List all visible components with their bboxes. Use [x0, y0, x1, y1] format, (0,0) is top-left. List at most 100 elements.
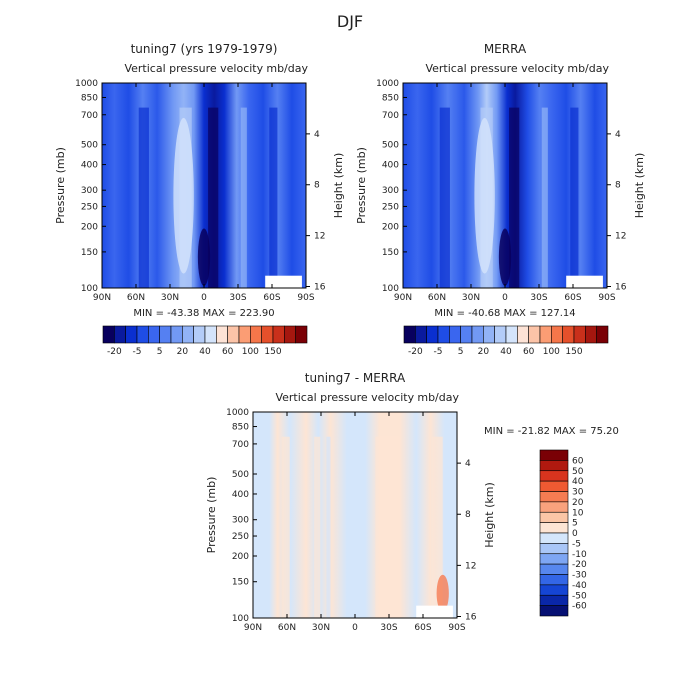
page-title: DJF — [337, 12, 363, 31]
x-tick-label: 30S — [530, 293, 547, 303]
colorbar-swatch — [539, 532, 569, 544]
y2-tick-label: 4 — [314, 130, 320, 140]
heatmap-blob — [498, 228, 512, 286]
colorbar-swatch — [539, 460, 569, 472]
colorbar-label: 40 — [199, 347, 211, 357]
panel-units: mb/day — [417, 391, 459, 404]
panel-panel_diff: tuning7 - MERRA Vertical pressure velocit… — [205, 371, 619, 633]
colorbar-swatch — [216, 325, 228, 344]
colorbar-swatch — [539, 511, 569, 523]
colorbar-swatch — [193, 325, 206, 344]
colorbar-swatch — [551, 325, 563, 344]
y-tick-label: 150 — [81, 248, 98, 258]
colorbar-label: -5 — [434, 347, 443, 357]
y-tick-label: 400 — [382, 161, 399, 171]
y2-tick-label: 16 — [465, 612, 477, 622]
heatmap-band — [439, 107, 450, 288]
colorbar-label: -20 — [107, 347, 122, 357]
y-tick-label: 250 — [81, 202, 98, 212]
colorbar-swatch — [437, 325, 450, 344]
colorbar-label: 20 — [572, 498, 584, 508]
y-tick-label: 100 — [232, 614, 249, 624]
colorbar-label: 5 — [157, 347, 163, 357]
y-tick-label: 150 — [382, 248, 399, 258]
x-tick-label: 60S — [414, 623, 431, 633]
colorbar-swatch — [471, 325, 484, 344]
colorbar-label: 40 — [572, 477, 584, 487]
panel-title: MERRA — [484, 42, 527, 56]
x-tick-label: 90S — [448, 623, 465, 633]
colorbar-label: 60 — [523, 347, 535, 357]
missing-data-patch — [416, 605, 453, 618]
colorbar-swatch — [539, 449, 569, 461]
colorbar-label: 0 — [572, 529, 578, 539]
colorbar-label: -30 — [572, 571, 587, 581]
y-tick-label: 1000 — [75, 79, 98, 89]
y-tick-label: 400 — [232, 490, 249, 500]
x-tick-label: 60N — [278, 623, 296, 633]
colorbar-swatch — [596, 325, 609, 344]
y2-tick-label: 8 — [314, 181, 320, 191]
y2-tick-label: 12 — [314, 232, 325, 242]
panel-subtitle: Vertical pressure velocity — [275, 391, 414, 404]
colorbar-swatch — [403, 325, 416, 344]
colorbar-label: 60 — [222, 347, 234, 357]
missing-data-patch — [265, 275, 302, 288]
colorbar-swatch — [238, 325, 251, 344]
colorbar-label: 20 — [177, 347, 189, 357]
colorbar-swatch — [539, 574, 569, 586]
y-tick-label: 300 — [232, 516, 249, 526]
x-tick-label: 0 — [502, 293, 508, 303]
colorbar-label: 150 — [565, 347, 582, 357]
colorbar-swatch — [261, 325, 274, 344]
y-tick-label: 200 — [232, 552, 249, 562]
colorbar-swatch — [528, 325, 541, 344]
panel-title: tuning7 (yrs 1979-1979) — [131, 42, 278, 56]
colorbar-swatch — [272, 325, 285, 344]
colorbar-label: 10 — [572, 508, 584, 518]
x-tick-label: 0 — [352, 623, 358, 633]
y-tick-label: 850 — [232, 423, 249, 433]
y-axis-label: Pressure (mb) — [355, 147, 368, 224]
x-tick-label: 30S — [380, 623, 397, 633]
x-tick-label: 60N — [428, 293, 446, 303]
colorbar-swatch — [539, 553, 569, 565]
y2-tick-label: 8 — [465, 510, 471, 520]
colorbar-swatch — [460, 325, 473, 344]
colorbar-swatch — [539, 501, 569, 513]
heatmap-band — [269, 107, 278, 288]
y-tick-label: 700 — [232, 440, 249, 450]
colorbar-swatch — [539, 325, 552, 344]
heatmap-band — [570, 107, 579, 288]
colorbar-swatch — [539, 563, 569, 575]
colorbar-swatch — [539, 480, 569, 492]
panel-title: tuning7 - MERRA — [305, 371, 406, 385]
y2-axis-label: Height (km) — [633, 153, 646, 219]
y-tick-label: 150 — [232, 578, 249, 588]
heatmap-blob — [474, 117, 495, 274]
colorbar-swatch — [415, 325, 427, 344]
x-tick-label: 90S — [598, 293, 615, 303]
y2-tick-label: 16 — [314, 282, 326, 292]
y-tick-label: 250 — [232, 532, 249, 542]
x-tick-label: 90N — [93, 293, 111, 303]
y-axis-label: Pressure (mb) — [54, 147, 67, 224]
colorbar-swatch — [449, 325, 461, 344]
y2-axis-label: Height (km) — [332, 153, 345, 219]
y2-tick-label: 16 — [615, 282, 627, 292]
y-tick-label: 500 — [382, 141, 399, 151]
colorbar-label: -20 — [572, 560, 587, 570]
colorbar-label: -50 — [572, 591, 587, 601]
x-tick-label: 30N — [312, 623, 330, 633]
y-tick-label: 250 — [382, 202, 399, 212]
y2-tick-label: 8 — [615, 181, 621, 191]
y-tick-label: 100 — [382, 284, 399, 294]
colorbar-swatch — [295, 325, 308, 344]
y2-tick-label: 12 — [465, 561, 476, 571]
y-tick-label: 700 — [382, 111, 399, 121]
heatmap-band — [314, 436, 321, 618]
colorbar-swatch — [426, 325, 439, 344]
colorbar-swatch — [573, 325, 586, 344]
y2-axis-label: Height (km) — [483, 482, 496, 548]
